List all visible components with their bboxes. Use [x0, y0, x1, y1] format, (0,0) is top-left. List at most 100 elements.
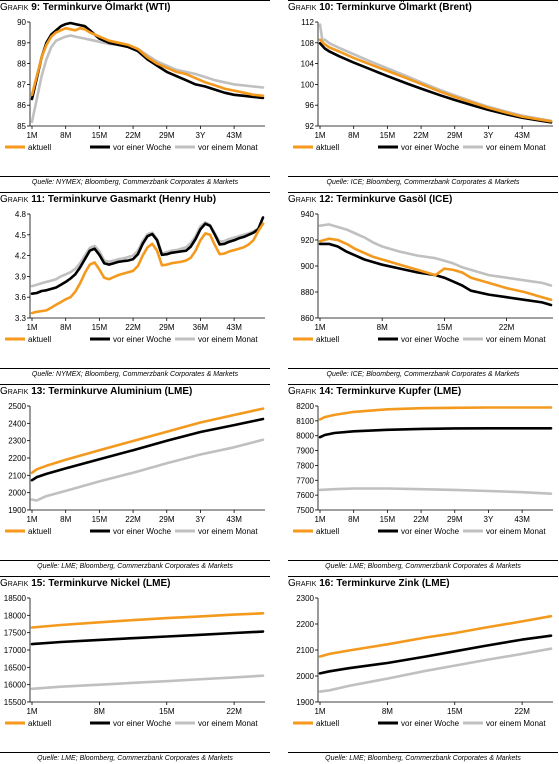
- legend-label: vor einer Woche: [401, 527, 460, 536]
- y-tick-label: 1900: [8, 506, 26, 515]
- x-tick-label: 1M: [314, 515, 325, 524]
- legend-label: aktuell: [316, 143, 339, 152]
- y-tick-label: 112: [301, 18, 314, 27]
- x-tick-label: 36M: [193, 323, 209, 332]
- x-tick-label: 29M: [447, 515, 463, 524]
- chart-panel: Grafik 10: Terminkurve Ölmarkt (Brent) 92…: [288, 0, 558, 186]
- figure-number: 15:: [31, 578, 46, 589]
- legend-label: aktuell: [316, 335, 339, 344]
- panel-top-rule: [288, 192, 558, 193]
- series-line-aktuell: [318, 406, 553, 421]
- y-tick-label: 8200: [296, 402, 314, 411]
- figure-prefix: Grafik: [288, 194, 317, 205]
- chart-panel: Grafik 11: Terminkurve Gasmarkt (Henry H…: [0, 192, 270, 378]
- chart-title: Grafik 12: Terminkurve Gasöl (ICE): [288, 194, 452, 205]
- chart-title: Grafik 11: Terminkurve Gasmarkt (Henry H…: [0, 194, 216, 205]
- chart-source: Quelle: LME; Bloomberg, Commerzbank Corp…: [37, 563, 233, 570]
- legend-label: aktuell: [28, 719, 51, 728]
- x-tick-label: 1M: [314, 323, 325, 332]
- x-tick-label: 3Y: [484, 515, 494, 524]
- y-tick-label: 7500: [296, 506, 314, 515]
- line-chart: 7500 7600 7700 7800 7900 8000 8100 8200 1M 8M 15M 2…: [293, 402, 553, 536]
- series-line-aktuell: [30, 611, 265, 629]
- y-tick-label: 16000: [4, 681, 27, 690]
- x-tick-label: 22M: [226, 707, 242, 716]
- chart-source: Quelle: LME; Bloomberg, Commerzbank Corp…: [325, 755, 521, 762]
- y-tick-label: 2300: [296, 594, 314, 603]
- x-tick-label: 43M: [514, 131, 530, 140]
- series-line-vor-einer-woche: [30, 630, 265, 646]
- legend-label: vor einer Woche: [401, 719, 460, 728]
- x-tick-label: 1M: [26, 707, 37, 716]
- y-tick-label: 89: [17, 39, 26, 48]
- x-tick-label: 1M: [26, 515, 37, 524]
- series-line-vor-einer-woche: [30, 417, 265, 482]
- x-tick-label: 15M: [437, 323, 453, 332]
- figure-title-text: Terminkurve Nickel (LME): [48, 578, 171, 589]
- chart-title: Grafik 15: Terminkurve Nickel (LME): [0, 578, 171, 589]
- y-tick-label: 4.2: [15, 252, 27, 261]
- figure-number: 11:: [31, 194, 46, 205]
- x-tick-label: 8M: [60, 323, 71, 332]
- legend-label: vor einem Monat: [198, 335, 258, 344]
- x-tick-label: 8M: [382, 707, 393, 716]
- x-tick-label: 22M: [125, 515, 141, 524]
- line-chart: 92 96 100 104 108 112 1M 8M 15M 22M 29M 3Y 43M aktuel…: [293, 18, 553, 152]
- legend-label: vor einem Monat: [486, 527, 546, 536]
- figure-number: 10:: [319, 2, 334, 13]
- y-tick-label: 4.8: [15, 210, 27, 219]
- y-tick-label: 17500: [4, 629, 27, 638]
- x-tick-label: 29M: [447, 131, 463, 140]
- y-tick-label: 7900: [296, 447, 314, 456]
- panel-bottom-rule: [0, 176, 270, 177]
- series-line-vor-einem-monat: [30, 438, 265, 502]
- y-tick-label: 15500: [4, 698, 27, 707]
- series-line-vor-einem-monat: [30, 34, 265, 124]
- y-tick-label: 2200: [8, 454, 26, 463]
- figure-prefix: Grafik: [0, 578, 29, 589]
- x-tick-label: 22M: [413, 131, 429, 140]
- figure-prefix: Grafik: [288, 386, 317, 397]
- series-line-vor-einer-woche: [30, 21, 265, 101]
- x-tick-label: 29M: [159, 131, 175, 140]
- figure-title-text: Terminkurve Aluminium (LME): [48, 386, 193, 397]
- y-tick-label: 3.9: [15, 272, 27, 281]
- series-line-vor-einem-monat: [318, 647, 553, 693]
- chart-panel: Grafik 15: Terminkurve Nickel (LME) 15500…: [0, 576, 270, 762]
- figure-title-text: Terminkurve Gasöl (ICE): [336, 194, 453, 205]
- y-tick-label: 8100: [296, 417, 314, 426]
- chart-title: Grafik 16: Terminkurve Zink (LME): [288, 578, 450, 589]
- x-tick-label: 1M: [314, 707, 325, 716]
- x-tick-label: 1M: [314, 131, 325, 140]
- series-line-vor-einem-monat: [30, 674, 265, 691]
- line-chart: 15500 16000 16500 17000 17500 18000 18500 1M 8M 1…: [4, 594, 265, 728]
- series-line-vor-einem-monat: [318, 23, 553, 123]
- x-tick-label: 3Y: [196, 131, 206, 140]
- series-line-aktuell: [30, 222, 265, 315]
- x-tick-label: 8M: [60, 131, 71, 140]
- y-tick-label: 86: [17, 101, 26, 110]
- figure-title-text: Terminkurve Kupfer (LME): [336, 386, 462, 397]
- y-tick-label: 17000: [4, 646, 27, 655]
- x-tick-label: 15M: [92, 515, 108, 524]
- series-line-aktuell: [318, 237, 553, 302]
- figure-title-text: Terminkurve Zink (LME): [336, 578, 450, 589]
- y-tick-label: 3.3: [15, 314, 27, 323]
- y-tick-label: 7600: [296, 491, 314, 500]
- line-chart: 85 86 87 88 89 90 1M 8M 15M 22M 29M 3Y 43M aktuell vor…: [5, 18, 265, 152]
- figure-prefix: Grafik: [0, 194, 29, 205]
- y-tick-label: 92: [305, 122, 314, 131]
- chart-panel: Grafik 13: Terminkurve Aluminium (LME) 19…: [0, 384, 270, 570]
- x-tick-label: 29M: [159, 515, 175, 524]
- legend-label: vor einem Monat: [198, 719, 258, 728]
- panel-top-rule: [288, 384, 558, 385]
- panel-bottom-rule: [288, 560, 558, 561]
- x-tick-label: 22M: [125, 323, 141, 332]
- y-tick-label: 2300: [8, 437, 26, 446]
- legend-label: vor einem Monat: [198, 527, 258, 536]
- x-tick-label: 8M: [348, 131, 359, 140]
- legend-label: vor einem Monat: [486, 719, 546, 728]
- y-tick-label: 2200: [296, 620, 314, 629]
- y-tick-label: 920: [301, 236, 315, 245]
- chart-source: Quelle: NYMEX; Bloomberg, Commerzbank Co…: [31, 179, 239, 186]
